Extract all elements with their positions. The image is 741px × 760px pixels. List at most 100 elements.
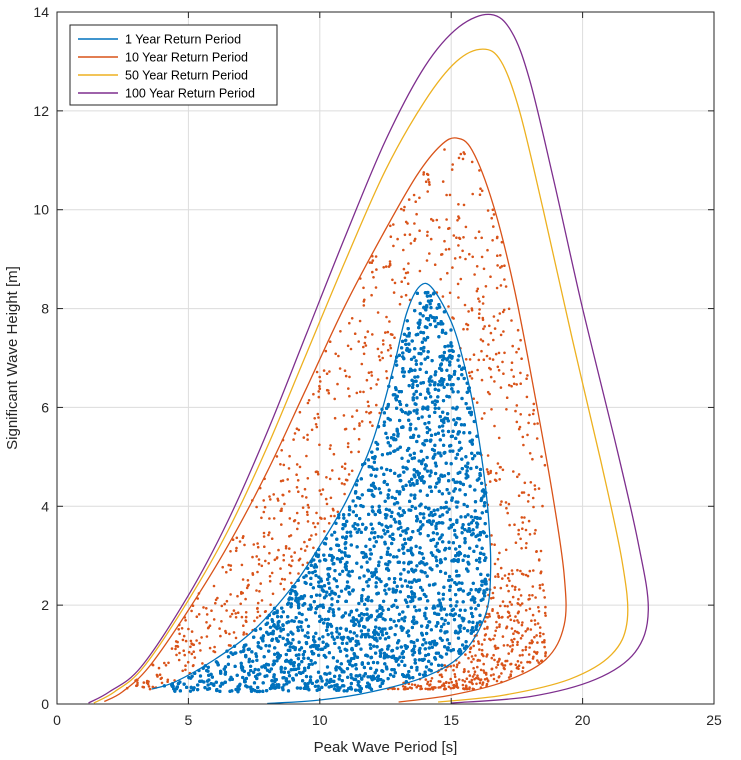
scatter-point-10yr <box>402 208 406 212</box>
scatter-point-10yr <box>480 378 484 382</box>
scatter-point-10yr <box>213 650 217 654</box>
scatter-point-10yr <box>381 339 385 342</box>
scatter-point-10yr <box>452 234 456 237</box>
scatter-point-10yr <box>337 354 340 358</box>
scatter-point-10yr <box>481 316 485 320</box>
scatter-point-10yr <box>348 321 351 325</box>
scatter-point-10yr <box>279 567 282 570</box>
scatter-point-10yr <box>198 641 201 645</box>
scatter-point-10yr <box>543 640 546 644</box>
scatter-point-10yr <box>338 367 342 370</box>
scatter-point-10yr <box>491 608 494 611</box>
scatter-point-10yr <box>489 597 493 600</box>
scatter-point-10yr <box>542 589 545 592</box>
scatter-point-10yr <box>519 413 522 416</box>
scatter-point-10yr <box>474 236 477 240</box>
scatter-point-10yr <box>353 427 356 431</box>
scatter-point-10yr <box>178 651 181 655</box>
scatter-point-10yr <box>306 438 309 441</box>
scatter-point-10yr <box>426 234 429 237</box>
scatter-point-10yr <box>481 302 485 305</box>
scatter-point-10yr <box>498 675 501 678</box>
scatter-point-10yr <box>367 371 371 375</box>
scatter-point-10yr <box>490 216 494 220</box>
scatter-point-10yr <box>244 611 248 614</box>
scatter-point-10yr <box>490 667 494 671</box>
scatter-point-10yr <box>303 549 307 552</box>
scatter-point-10yr <box>214 601 217 605</box>
scatter-point-10yr <box>493 380 496 383</box>
scatter-point-10yr <box>444 681 448 684</box>
scatter-point-10yr <box>328 477 332 481</box>
scatter-point-10yr <box>227 563 230 567</box>
scatter-point-10yr <box>470 377 474 380</box>
scatter-point-10yr <box>447 685 451 689</box>
scatter-point-10yr <box>509 645 512 648</box>
scatter-point-10yr <box>518 425 522 429</box>
scatter-point-10yr <box>457 661 461 664</box>
scatter-point-10yr <box>516 640 519 644</box>
scatter-point-10yr <box>374 286 378 289</box>
scatter-point-10yr <box>503 574 507 577</box>
scatter-point-10yr <box>306 520 310 523</box>
scatter-point-10yr <box>298 465 302 469</box>
scatter-point-10yr <box>364 344 368 347</box>
scatter-point-10yr <box>439 277 443 281</box>
scatter-point-10yr <box>468 674 472 677</box>
scatter-point-10yr <box>342 414 346 417</box>
scatter-point-10yr <box>407 198 411 201</box>
scatter-point-10yr <box>521 634 524 637</box>
scatter-point-10yr <box>476 674 479 677</box>
scatter-point-10yr <box>492 315 496 318</box>
scatter-point-10yr <box>516 619 519 622</box>
scatter-point-10yr <box>482 358 486 362</box>
scatter-point-10yr <box>494 479 498 483</box>
scatter-point-10yr <box>524 546 528 550</box>
scatter-point-10yr <box>519 594 523 597</box>
scatter-point-10yr <box>306 477 310 480</box>
scatter-point-10yr <box>392 223 395 226</box>
scatter-point-10yr <box>287 467 291 470</box>
scatter-point-10yr <box>491 358 495 361</box>
scatter-point-10yr <box>255 555 258 558</box>
scatter-point-10yr <box>497 575 500 578</box>
scatter-point-10yr <box>530 619 533 622</box>
scatter-point-10yr <box>470 308 474 312</box>
scatter-point-10yr <box>279 509 283 513</box>
scatter-point-10yr <box>492 653 495 657</box>
scatter-point-10yr <box>315 511 318 515</box>
scatter-point-10yr <box>507 307 511 311</box>
scatter-point-10yr <box>472 666 475 670</box>
scatter-point-10yr <box>389 333 393 336</box>
scatter-point-10yr <box>214 598 218 602</box>
scatter-point-10yr <box>280 523 283 526</box>
scatter-point-10yr <box>267 562 271 565</box>
scatter-point-10yr <box>306 401 310 405</box>
scatter-point-10yr <box>492 673 495 676</box>
scatter-point-10yr <box>468 680 471 684</box>
scatter-point-10yr <box>372 276 375 279</box>
scatter-point-10yr <box>496 572 500 576</box>
scatter-point-10yr <box>458 255 462 259</box>
scatter-point-10yr <box>455 682 459 685</box>
scatter-point-10yr <box>234 616 238 619</box>
scatter-point-10yr <box>288 547 291 550</box>
scatter-point-10yr <box>481 683 484 686</box>
scatter-point-10yr <box>543 611 547 615</box>
scatter-point-10yr <box>536 622 540 625</box>
scatter-point-10yr <box>302 436 306 439</box>
scatter-point-10yr <box>319 493 323 496</box>
scatter-point-10yr <box>528 594 531 597</box>
scatter-point-10yr <box>317 416 320 419</box>
scatter-point-10yr <box>402 248 405 252</box>
scatter-point-10yr <box>510 368 513 372</box>
scatter-point-10yr <box>353 332 357 336</box>
scatter-point-10yr <box>504 501 508 504</box>
scatter-point-10yr <box>541 504 544 508</box>
scatter-point-10yr <box>180 627 184 630</box>
scatter-point-10yr <box>241 578 245 581</box>
scatter-point-10yr <box>478 659 482 662</box>
scatter-point-10yr <box>497 368 501 372</box>
scatter-point-10yr <box>482 327 485 331</box>
scatter-point-10yr <box>241 536 245 540</box>
